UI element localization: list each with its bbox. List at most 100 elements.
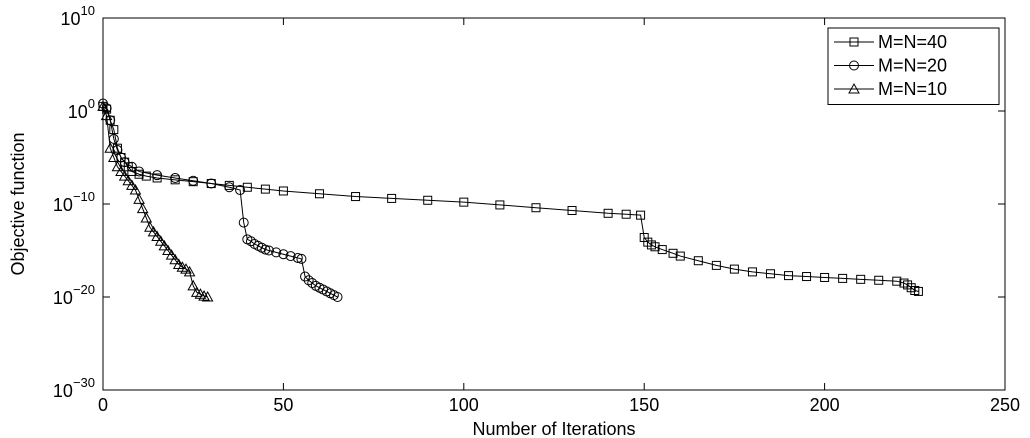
series-line bbox=[102, 105, 919, 292]
data-point bbox=[188, 175, 199, 186]
data-point bbox=[351, 192, 361, 202]
data-point bbox=[913, 286, 923, 296]
x-tick-label: 50 bbox=[273, 395, 293, 415]
data-point bbox=[387, 193, 397, 203]
data-point bbox=[314, 189, 324, 199]
data-point bbox=[260, 244, 271, 255]
data-point bbox=[100, 109, 113, 121]
series-circle bbox=[98, 98, 343, 302]
legend-marker bbox=[848, 82, 860, 94]
y-tick-exponent: 10 bbox=[81, 3, 95, 18]
x-axis-label: Number of Iterations bbox=[472, 419, 635, 438]
data-point bbox=[158, 239, 171, 251]
legend-entry: M=N=20 bbox=[834, 56, 947, 76]
y-tick-label: 10−20 bbox=[53, 282, 95, 308]
data-point bbox=[105, 115, 116, 126]
data-point bbox=[296, 253, 307, 264]
data-point bbox=[170, 172, 181, 183]
data-point bbox=[109, 125, 119, 135]
data-point bbox=[224, 182, 235, 193]
y-tick-base: 10 bbox=[53, 381, 73, 401]
y-tick-exponent: −10 bbox=[73, 189, 95, 204]
data-point bbox=[693, 256, 703, 266]
data-point bbox=[765, 269, 775, 279]
data-point bbox=[332, 292, 343, 302]
data-point bbox=[151, 230, 163, 242]
data-point bbox=[668, 248, 678, 258]
data-point bbox=[307, 278, 318, 289]
y-tick-exponent: 0 bbox=[88, 96, 95, 111]
y-tick-base: 10 bbox=[53, 195, 73, 215]
data-point bbox=[198, 290, 210, 301]
data-point bbox=[874, 275, 884, 285]
data-point bbox=[165, 249, 178, 260]
data-point bbox=[118, 170, 131, 181]
data-point bbox=[183, 265, 196, 277]
legend-label: M=N=40 bbox=[878, 32, 947, 52]
data-point bbox=[260, 184, 270, 194]
y-axis-label: Objective function bbox=[8, 132, 28, 275]
data-point bbox=[101, 103, 112, 114]
data-point bbox=[152, 170, 163, 181]
data-point bbox=[119, 157, 130, 168]
data-point bbox=[144, 221, 156, 232]
y-tick-label: 1010 bbox=[61, 3, 96, 29]
x-tick-label: 200 bbox=[810, 395, 840, 415]
data-point bbox=[104, 142, 117, 153]
data-point bbox=[133, 193, 145, 204]
data-point bbox=[278, 186, 288, 196]
series-layer bbox=[97, 98, 923, 302]
data-point bbox=[97, 100, 109, 111]
data-point bbox=[303, 275, 314, 286]
legend-entry: M=N=40 bbox=[834, 32, 947, 52]
data-point bbox=[154, 235, 167, 246]
data-point bbox=[126, 179, 138, 190]
data-point bbox=[531, 203, 541, 213]
legend-marker bbox=[849, 37, 859, 47]
data-point bbox=[271, 247, 282, 258]
x-tick-label: 100 bbox=[449, 395, 479, 415]
legend-box bbox=[827, 27, 1000, 105]
data-point bbox=[238, 217, 249, 228]
y-tick-base: 10 bbox=[61, 9, 81, 29]
data-point bbox=[300, 271, 311, 282]
data-point bbox=[136, 202, 149, 214]
data-point bbox=[147, 225, 160, 237]
data-point bbox=[567, 206, 577, 216]
data-point bbox=[856, 274, 866, 284]
data-point bbox=[127, 166, 137, 176]
data-point bbox=[285, 251, 296, 262]
data-point bbox=[141, 171, 151, 181]
series-line bbox=[102, 106, 208, 298]
y-tick-base: 10 bbox=[68, 102, 88, 122]
data-point bbox=[162, 244, 174, 255]
data-point bbox=[111, 160, 124, 172]
data-point bbox=[711, 260, 721, 270]
x-tick-label: 250 bbox=[990, 395, 1020, 415]
data-point bbox=[122, 174, 135, 186]
data-point bbox=[459, 197, 469, 207]
data-point bbox=[802, 272, 812, 282]
data-point bbox=[206, 178, 217, 189]
data-point bbox=[187, 279, 200, 291]
y-tick-base: 10 bbox=[53, 288, 73, 308]
data-point bbox=[263, 245, 274, 256]
data-point bbox=[729, 264, 739, 274]
data-point bbox=[423, 195, 433, 205]
data-point bbox=[115, 165, 127, 176]
data-point bbox=[657, 245, 667, 255]
data-point bbox=[675, 251, 685, 261]
data-point bbox=[621, 209, 631, 219]
legend-entry: M=N=10 bbox=[834, 79, 947, 99]
y-tick-label: 10−10 bbox=[53, 189, 95, 215]
y-tick-exponent: −30 bbox=[73, 375, 95, 390]
series-square bbox=[98, 101, 923, 296]
data-point bbox=[784, 271, 794, 281]
data-point bbox=[134, 166, 145, 177]
data-point bbox=[636, 210, 646, 220]
data-point bbox=[245, 236, 256, 247]
y-tick-label: 100 bbox=[68, 96, 95, 122]
data-point bbox=[650, 242, 660, 252]
